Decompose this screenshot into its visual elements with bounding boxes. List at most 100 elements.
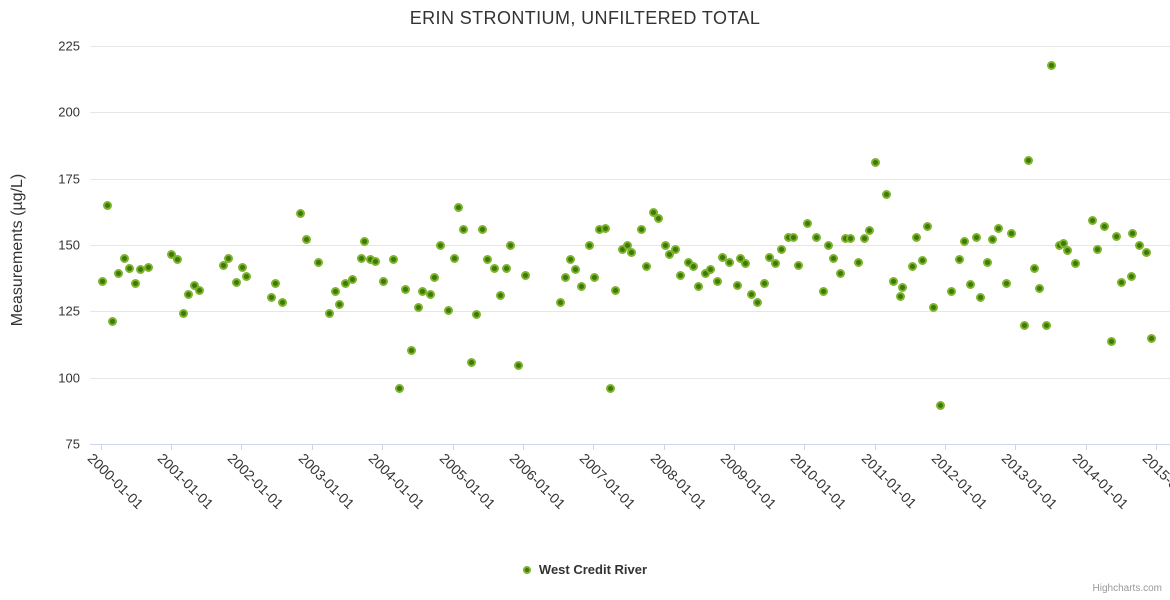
data-point[interactable] [224,253,234,263]
data-point[interactable] [959,236,969,246]
data-point[interactable] [601,223,611,233]
data-point[interactable] [144,262,154,272]
data-point[interactable] [724,258,734,268]
data-point[interactable] [846,233,856,243]
data-point[interactable] [120,253,130,263]
data-point[interactable] [994,224,1004,234]
data-point[interactable] [388,255,398,265]
data-point[interactable] [296,208,306,218]
data-point[interactable] [135,265,145,275]
data-point[interactable] [747,290,757,300]
data-point[interactable] [335,300,345,310]
data-point[interactable] [733,281,743,291]
data-point[interactable] [1041,321,1051,331]
data-point[interactable] [520,270,530,280]
data-point[interactable] [495,290,505,300]
data-point[interactable] [489,263,499,273]
data-point[interactable] [606,383,616,393]
data-point[interactable] [555,297,565,307]
data-point[interactable] [753,298,763,308]
data-point[interactable] [267,292,277,302]
data-point[interactable] [935,400,945,410]
data-point[interactable] [794,260,804,270]
data-point[interactable] [566,255,576,265]
data-point[interactable] [313,258,323,268]
data-point[interactable] [1128,228,1138,238]
data-point[interactable] [301,234,311,244]
data-point[interactable] [802,218,812,228]
legend-item-west-credit-river[interactable]: West Credit River [0,562,1170,577]
data-point[interactable] [610,286,620,296]
data-point[interactable] [713,277,723,287]
data-point[interactable] [108,316,118,326]
data-point[interactable] [483,255,493,265]
data-point[interactable] [331,286,341,296]
data-point[interactable] [471,310,481,320]
data-point[interactable] [1127,272,1137,282]
data-point[interactable] [238,263,248,273]
data-point[interactable] [1134,241,1144,251]
data-point[interactable] [859,233,869,243]
data-point[interactable] [425,290,435,300]
data-point[interactable] [166,250,176,260]
data-point[interactable] [477,224,487,234]
data-point[interactable] [888,277,898,287]
data-point[interactable] [1111,232,1121,242]
data-point[interactable] [571,265,581,275]
data-point[interactable] [676,271,686,281]
data-point[interactable] [627,247,637,257]
data-point[interactable] [823,240,833,250]
data-point[interactable] [907,261,917,271]
data-point[interactable] [741,258,751,268]
data-point[interactable] [324,308,334,318]
data-point[interactable] [1023,155,1033,165]
data-point[interactable] [360,237,370,247]
data-point[interactable] [718,253,728,263]
data-point[interactable] [811,232,821,242]
data-point[interactable] [241,271,251,281]
data-point[interactable] [576,281,586,291]
data-point[interactable] [1146,333,1156,343]
data-point[interactable] [232,278,241,288]
data-point[interactable] [648,208,658,218]
data-point[interactable] [918,255,928,265]
data-point[interactable] [836,268,846,278]
data-point[interactable] [982,257,992,267]
data-point[interactable] [864,226,874,236]
data-point[interactable] [395,383,405,393]
data-point[interactable] [514,361,524,371]
data-point[interactable] [1099,222,1109,232]
data-point[interactable] [443,305,453,315]
data-point[interactable] [1070,258,1080,268]
data-point[interactable] [776,245,786,254]
data-point[interactable] [1141,247,1151,257]
data-point[interactable] [103,200,113,210]
data-point[interactable] [450,253,460,263]
data-point[interactable] [172,255,182,265]
data-point[interactable] [1029,263,1039,273]
data-point[interactable] [406,345,416,355]
data-point[interactable] [459,224,469,234]
data-point[interactable] [829,253,839,263]
data-point[interactable] [706,264,716,274]
data-point[interactable] [895,291,905,301]
data-point[interactable] [954,255,964,265]
data-point[interactable] [870,158,880,168]
data-point[interactable] [436,240,446,250]
data-point[interactable] [1107,336,1117,346]
data-point[interactable] [195,285,205,295]
data-point[interactable] [590,273,600,283]
data-point[interactable] [454,202,464,212]
data-point[interactable] [976,292,986,302]
data-point[interactable] [1093,245,1103,254]
data-point[interactable] [694,281,704,291]
data-point[interactable] [1063,246,1073,256]
data-point[interactable] [371,256,381,266]
data-point[interactable] [125,263,135,273]
data-point[interactable] [764,253,774,263]
data-point[interactable] [271,278,281,288]
data-point[interactable] [911,232,921,242]
data-point[interactable] [502,263,512,273]
data-point[interactable] [130,278,140,288]
data-point[interactable] [854,258,864,268]
